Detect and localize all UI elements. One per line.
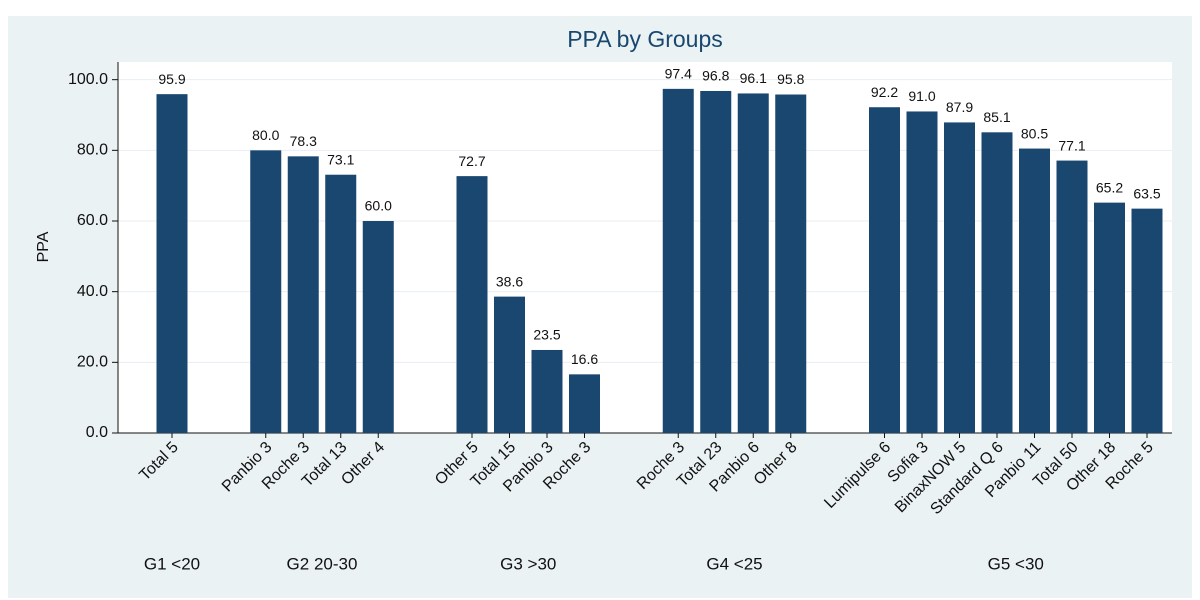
value-label: 95.9 — [158, 71, 185, 87]
value-label: 97.4 — [665, 66, 692, 82]
y-tick-label: 100.0 — [68, 71, 108, 88]
bar — [737, 93, 769, 434]
value-label: 38.6 — [496, 273, 523, 289]
value-label: 63.5 — [1133, 185, 1160, 201]
bar — [456, 176, 488, 434]
y-tick-label: 0.0 — [86, 424, 108, 441]
bar — [775, 94, 807, 434]
value-label: 23.5 — [533, 327, 560, 343]
value-label: 96.1 — [740, 70, 767, 86]
group-label: G1 <20 — [144, 554, 200, 573]
bar — [325, 174, 357, 434]
value-label: 78.3 — [290, 133, 317, 149]
value-label: 80.5 — [1021, 125, 1048, 141]
bar — [1056, 160, 1088, 433]
value-label: 73.1 — [327, 151, 354, 167]
bar — [1131, 208, 1163, 433]
y-tick-label: 60.0 — [77, 212, 108, 229]
bar — [569, 374, 600, 433]
y-tick-label: 40.0 — [77, 283, 108, 300]
bar — [1019, 148, 1050, 434]
bar — [700, 90, 732, 434]
bar — [494, 296, 525, 433]
y-tick-label: 80.0 — [77, 142, 108, 159]
bar — [1094, 202, 1125, 433]
bar — [906, 111, 938, 433]
value-label: 91.0 — [908, 88, 935, 104]
value-label: 95.8 — [777, 71, 804, 87]
y-tick-label: 20.0 — [77, 354, 108, 371]
value-label: 60.0 — [365, 198, 392, 214]
value-label: 92.2 — [871, 84, 898, 100]
group-label: G3 >30 — [500, 554, 556, 573]
value-label: 85.1 — [983, 109, 1010, 125]
bar — [287, 156, 319, 433]
group-label: G5 <30 — [988, 554, 1044, 573]
chart-title: PPA by Groups — [567, 26, 723, 52]
bar — [531, 349, 563, 433]
bar — [156, 94, 188, 434]
group-label: G2 20-30 — [287, 554, 358, 573]
bar — [981, 132, 1013, 433]
value-label: 80.0 — [252, 127, 279, 143]
value-label: 96.8 — [702, 68, 729, 84]
bar — [944, 122, 975, 434]
bar — [362, 221, 394, 433]
bar — [662, 88, 694, 433]
y-axis-label: PPA — [35, 231, 52, 262]
bar — [250, 150, 282, 434]
group-label: G4 <25 — [706, 554, 762, 573]
bar — [869, 107, 900, 433]
value-label: 87.9 — [946, 99, 973, 115]
value-label: 77.1 — [1058, 137, 1085, 153]
value-label: 72.7 — [458, 153, 485, 169]
value-label: 16.6 — [571, 351, 598, 367]
value-label: 65.2 — [1096, 179, 1123, 195]
